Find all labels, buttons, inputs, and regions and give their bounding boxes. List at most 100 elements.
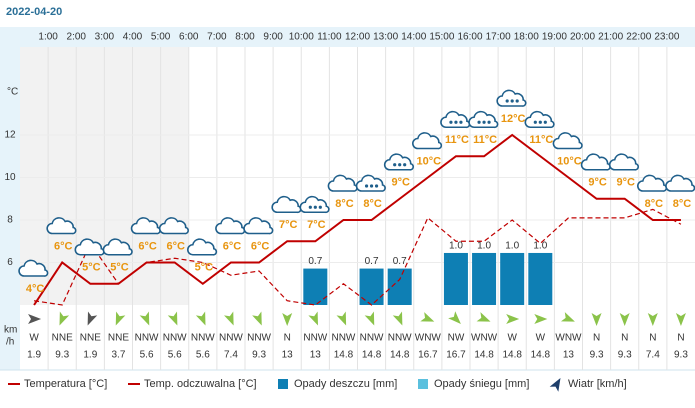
- rain-bar: [500, 252, 525, 305]
- temperature-label: 5°C: [82, 262, 101, 274]
- legend-swatch: [418, 379, 428, 389]
- wind-arrow: [476, 312, 491, 322]
- temperature-label: 8°C: [645, 198, 664, 210]
- legend-label: Opady śniegu [mm]: [434, 378, 529, 390]
- hour-label: 21:00: [598, 32, 623, 43]
- wind-direction: W: [29, 333, 39, 344]
- legend-label: Wiatr [km/h]: [568, 378, 627, 390]
- wind-arrow: [224, 311, 234, 326]
- weather-icon: [46, 217, 77, 235]
- temperature-label: 11°C: [473, 134, 497, 146]
- wind-speed: 13: [310, 350, 322, 361]
- bar-label: 0.7: [393, 256, 407, 267]
- rain-drop: [308, 205, 312, 209]
- wind-direction: W: [536, 333, 546, 344]
- rain-drop: [449, 120, 453, 124]
- wind-speed: 9.3: [55, 350, 69, 361]
- wind-speed: 14.8: [334, 350, 354, 361]
- wind-unit: /h: [6, 337, 14, 348]
- weather-icon: [412, 132, 443, 150]
- cloud: [383, 153, 415, 171]
- cloud: [187, 238, 218, 256]
- wind-speed: 7.4: [224, 350, 238, 361]
- temperature-label: 5°C: [195, 262, 214, 274]
- hour-label: 9:00: [263, 32, 283, 43]
- rain-bar: [443, 252, 468, 305]
- legend-label: Temp. odczuwalna [°C]: [144, 378, 257, 390]
- wind-direction: N: [284, 333, 291, 344]
- y-tick-label: 12: [4, 130, 16, 141]
- wind-arrow: [252, 311, 262, 326]
- wind-speed: 14.8: [531, 350, 551, 361]
- wind-arrow: [675, 313, 686, 326]
- weather-icon: [524, 110, 555, 129]
- rain-drop: [374, 184, 379, 188]
- wind-speed: 9.3: [252, 350, 266, 361]
- hour-label: 19:00: [542, 32, 567, 43]
- cloud: [468, 110, 499, 129]
- wind-speed: 16.7: [446, 350, 466, 361]
- wind-unit: km: [4, 325, 17, 336]
- wind-direction: NW: [448, 333, 465, 344]
- cloud: [243, 217, 274, 235]
- wind-arrow: [115, 311, 126, 326]
- cloud: [412, 132, 443, 150]
- wind-direction: NNW: [191, 333, 215, 344]
- wind-speed: 13: [282, 350, 294, 361]
- weather-icon: [187, 238, 218, 256]
- wind-arrow: [59, 311, 70, 326]
- legend-label: Opady deszczu [mm]: [294, 378, 397, 390]
- wind-direction: W: [507, 333, 517, 344]
- wind-speed: 14.8: [390, 350, 410, 361]
- wind-arrow: [139, 311, 150, 326]
- bar-label: 1.0: [477, 241, 491, 252]
- cloud: [524, 110, 555, 129]
- wind-direction: NNW: [360, 333, 384, 344]
- felt-temperature-line: [33, 208, 682, 306]
- wind-arrow: [167, 311, 178, 326]
- bar-label: 1.0: [505, 241, 519, 252]
- temperature-label: 12°C: [501, 113, 526, 125]
- y-tick-label: 6: [7, 257, 13, 268]
- date: 2022-04-20: [6, 6, 62, 18]
- temperature-line: [33, 133, 681, 306]
- rain-drop: [369, 184, 374, 188]
- temperature-label: 11°C: [445, 134, 469, 146]
- weather-icon: [299, 195, 330, 214]
- hour-label: 13:00: [373, 32, 398, 43]
- wind-arrow: [420, 312, 435, 322]
- wind-direction: NNE: [108, 333, 129, 344]
- temperature-label: 6°C: [223, 240, 242, 252]
- rain-drop: [505, 99, 509, 103]
- weather-icon: [158, 217, 190, 235]
- hour-label: 14:00: [401, 32, 426, 43]
- bar-label: 0.7: [308, 256, 322, 267]
- cloud: [299, 195, 330, 214]
- hour-label: 6:00: [179, 32, 199, 43]
- wind-speed: 9.3: [590, 350, 604, 361]
- temperature-label: 7°C: [279, 219, 298, 231]
- rain-drop: [318, 205, 322, 209]
- cloud: [665, 174, 695, 192]
- cloud: [608, 153, 640, 171]
- weather-icon: [243, 217, 274, 235]
- hour-label: 5:00: [151, 32, 171, 43]
- cloud: [102, 238, 133, 256]
- wind-speed: 16.7: [418, 350, 438, 361]
- weather-icon: [383, 153, 415, 171]
- temperature-label: 10°C: [557, 155, 582, 167]
- rain-drop: [533, 120, 537, 124]
- temperature-label: 6°C: [54, 240, 73, 252]
- wind-speed: 5.6: [168, 350, 182, 361]
- cloud: [46, 217, 77, 235]
- y-label: °C: [7, 87, 18, 98]
- wind-direction: WNW: [471, 333, 498, 344]
- weather-icon: [665, 174, 695, 192]
- wind-speed: 1.9: [27, 350, 41, 361]
- bar-label: 1.0: [533, 241, 547, 252]
- header-band: [0, 27, 695, 47]
- wind-speed: 5.6: [196, 350, 210, 361]
- rain-drop: [313, 205, 317, 209]
- wind-arrow: [308, 311, 318, 326]
- wind-direction: NNE: [52, 333, 73, 344]
